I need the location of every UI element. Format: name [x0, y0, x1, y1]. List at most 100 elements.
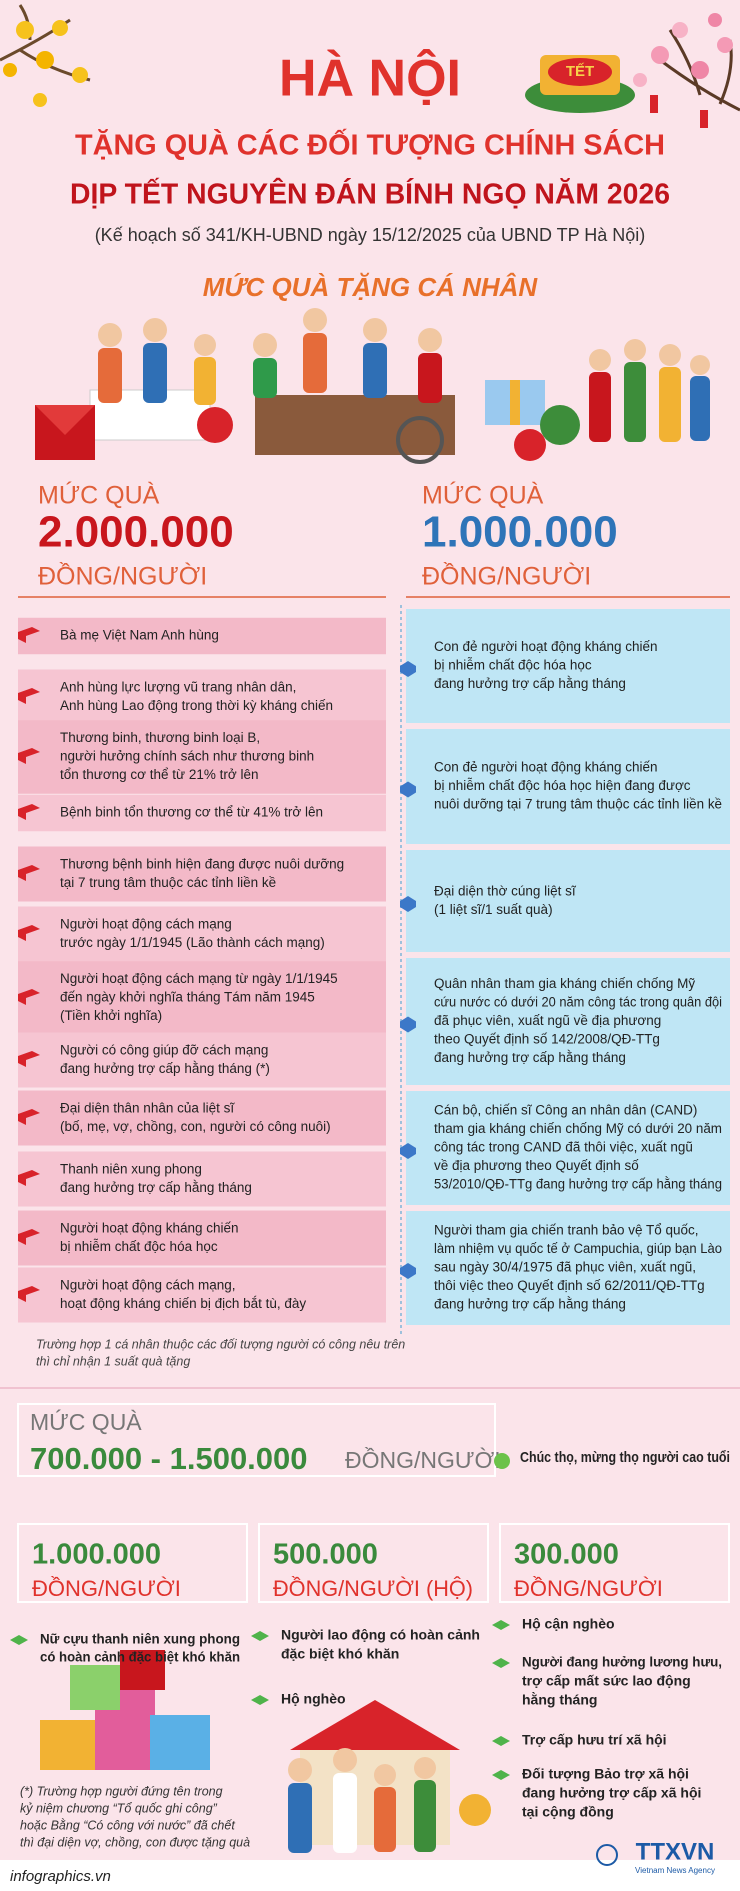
- item-text: về địa phương theo Quyết định số: [434, 1158, 639, 1173]
- item-text: sau ngày 30/4/1975 đã phục viên, xuất ng…: [434, 1260, 696, 1275]
- bullet-icon: [18, 925, 40, 941]
- item-text: đang hưởng trợ cấp hằng tháng (*): [60, 1061, 270, 1076]
- agency-logo: TTXVN: [636, 1838, 715, 1865]
- item-text: Người hoạt động cách mạng: [60, 916, 232, 931]
- subtitle: TẶNG QUÀ CÁC ĐỐI TƯỢNG CHÍNH SÁCH: [75, 128, 665, 162]
- item-text: Thương binh, thương binh loại B,: [60, 730, 260, 745]
- subtitle: DỊP TẾT NGUYÊN ĐÁN BÍNH NGỌ NĂM 2026: [70, 177, 670, 211]
- item-text: Người đang hưởng lương hưu,: [522, 1654, 722, 1670]
- item-text: 53/2010/QĐ-TTg đang hưởng trợ cấp hằng t…: [434, 1177, 722, 1192]
- group-amount: 500.000: [273, 1539, 378, 1571]
- item-text: đã phục viên, xuất ngũ về địa phương: [434, 1013, 661, 1028]
- group-box: [499, 1523, 730, 1603]
- item-box: [406, 729, 730, 844]
- bullet-icon: [492, 1658, 510, 1668]
- item-text: Chúc thọ, mừng thọ người cao tuổi: [520, 1450, 730, 1466]
- item-text: Hộ nghèo: [281, 1691, 346, 1707]
- item-text: theo Quyết định số 142/2008/QĐ-TTg: [434, 1032, 660, 1047]
- group-box: [17, 1523, 248, 1603]
- item-text: trước ngày 1/1/1945 (Lão thành cách mạng…: [60, 935, 325, 950]
- family-illustration: [288, 1700, 491, 1853]
- item-box: [406, 1091, 730, 1205]
- item-text: Cán bộ, chiến sĩ Công an nhân dân (CAND): [434, 1103, 697, 1118]
- apricot-blossom: [0, 4, 91, 107]
- item-text: Trợ cấp hưu trí xã hội: [522, 1732, 667, 1748]
- bullet-icon: [400, 896, 416, 912]
- item-text: làm nhiệm vụ quốc tế ở Campuchia, giúp b…: [434, 1241, 722, 1256]
- level-label: MỨC QUÀ: [422, 481, 544, 510]
- bullet-icon: [400, 1016, 416, 1033]
- item-box: [18, 1210, 386, 1266]
- bullet-icon: [251, 1631, 269, 1641]
- group-unit: ĐỒNG/NGƯỜI: [514, 1576, 663, 1601]
- item-text: Đại diện thờ cúng liệt sĩ: [434, 883, 577, 898]
- item-text: công tác trong CAND đã thôi việc, xuất n…: [434, 1140, 693, 1155]
- item-text: đang hưởng trợ cấp xã hội: [522, 1785, 701, 1801]
- item-text: (Tiền khởi nghĩa): [60, 1008, 162, 1023]
- item-text: đang hưởng trợ cấp hằng tháng: [60, 1180, 252, 1195]
- item-text: cứu nước có dưới 20 năm công tác trong q…: [434, 995, 722, 1010]
- level-amount: 700.000 - 1.500.000: [30, 1441, 308, 1476]
- item-box: [406, 609, 730, 723]
- tet-tray: [525, 55, 635, 113]
- item-text: Người có công giúp đỡ cách mạng: [60, 1042, 268, 1057]
- item-text: bị nhiễm chất độc hóa học: [60, 1239, 218, 1254]
- item-box: [18, 617, 386, 655]
- elderly-box: [17, 1403, 496, 1477]
- bullet-icon: [18, 989, 40, 1005]
- item-text: Người hoạt động kháng chiến: [60, 1220, 239, 1235]
- group-unit: ĐỒNG/NGƯỜI: [32, 1576, 181, 1601]
- bullet-icon: [494, 1453, 510, 1469]
- item-box: [18, 1090, 386, 1146]
- item-text: tham gia kháng chiến chống Mỹ có dưới 20…: [434, 1121, 722, 1136]
- illustration-people: [35, 308, 710, 464]
- tet-badge: TẾT: [566, 63, 594, 80]
- group-amount: 300.000: [514, 1539, 619, 1571]
- item-box: [18, 669, 386, 725]
- bullet-icon: [400, 781, 416, 798]
- item-text: Đại diện thân nhân của liệt sĩ: [60, 1100, 235, 1115]
- item-box: [18, 1032, 386, 1088]
- level-amount: 1.000.000: [422, 508, 618, 557]
- item-box: [18, 1151, 386, 1207]
- item-box: [18, 906, 386, 962]
- item-text: đang hưởng trợ cấp hằng tháng: [434, 1297, 626, 1312]
- level-label: MỨC QUÀ: [38, 481, 160, 510]
- bullet-icon: [18, 1109, 40, 1125]
- item-text: có hoàn cảnh đặc biệt khó khăn: [40, 1649, 240, 1665]
- level-unit: ĐỒNG/NGƯỜI: [38, 561, 207, 591]
- item-text: thôi việc theo Quyết định số 62/2011/QĐ-…: [434, 1278, 705, 1293]
- bottom-note: kỷ niệm chương “Tổ quốc ghi công”: [20, 1801, 218, 1815]
- bullet-icon: [492, 1736, 510, 1746]
- item-text: Nữ cựu thanh niên xung phong: [40, 1631, 240, 1647]
- title: HÀ NỘI: [279, 49, 461, 108]
- item-text: Con đẻ người hoạt động kháng chiến: [434, 760, 658, 775]
- agency-name: Vietnam News Agency: [635, 1866, 715, 1875]
- bottom-note: thì đại diện vợ, chồng, con được tặng qu…: [20, 1835, 250, 1849]
- bullet-icon: [492, 1620, 510, 1630]
- copyright-mark: [596, 1844, 618, 1866]
- item-box: [18, 1267, 386, 1323]
- item-text: Thanh niên xung phong: [60, 1161, 202, 1176]
- group-box: [258, 1523, 489, 1603]
- bullet-icon: [251, 1695, 269, 1705]
- item-box: [18, 720, 386, 794]
- bullet-icon: [10, 1635, 28, 1645]
- bottom-note: (*) Trường hợp người đứng tên trong: [20, 1784, 223, 1798]
- bullet-icon: [400, 1143, 416, 1159]
- item-text: đang hưởng trợ cấp hằng tháng: [434, 1050, 626, 1065]
- item-text: người hưởng chính sách như thương binh: [60, 749, 314, 764]
- item-text: (bố, mẹ, vợ, chồng, con, người có công n…: [60, 1119, 331, 1134]
- level-unit: ĐỒNG/NGƯỜI: [422, 561, 591, 591]
- item-box: [406, 958, 730, 1085]
- peach-blossom: [633, 13, 740, 128]
- footnote: thì chỉ nhận 1 suất quà tặng: [36, 1354, 190, 1368]
- item-text: đến ngày khởi nghĩa tháng Tám năm 1945: [60, 990, 315, 1005]
- level-unit: ĐỒNG/NGƯỜI: [345, 1446, 501, 1473]
- bullet-icon: [18, 627, 40, 643]
- item-text: nuôi dưỡng tại 7 trung tâm thuộc các tỉn…: [434, 797, 722, 812]
- footer-bar: [0, 1860, 740, 1891]
- item-text: Người hoạt động cách mạng,: [60, 1277, 236, 1292]
- level-label: MỨC QUÀ: [30, 1409, 142, 1435]
